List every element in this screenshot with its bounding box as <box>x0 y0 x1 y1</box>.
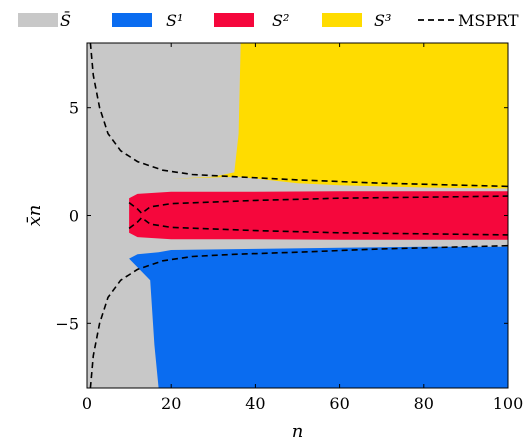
legend-label: S̄ <box>60 9 71 30</box>
legend-label: MSPRT <box>458 11 519 30</box>
legend-label: S¹ <box>166 11 183 30</box>
y-tick-label: 5 <box>69 99 79 118</box>
legend-swatch <box>214 13 254 27</box>
legend-label: S³ <box>374 11 391 30</box>
legend-swatch <box>18 13 58 27</box>
region-s2 <box>129 191 508 240</box>
x-tick-label: 0 <box>82 394 92 413</box>
legend-swatch <box>112 13 152 27</box>
x-tick-label: 20 <box>161 394 181 413</box>
x-tick-label: 100 <box>493 394 524 413</box>
y-tick-label: −5 <box>55 314 79 333</box>
region-s3 <box>171 43 508 189</box>
msprt-inner-lower-curve <box>128 216 509 236</box>
x-tick-label: 60 <box>329 394 349 413</box>
axis-ticks: 0 20 40 60 80 100 −5 0 5 <box>55 43 523 413</box>
x-tick-label: 80 <box>414 394 434 413</box>
legend-label: S² <box>272 11 289 30</box>
msprt-inner-upper-curve <box>128 195 509 215</box>
region-s1 <box>129 246 508 388</box>
decision-regions <box>87 43 508 388</box>
legend-swatch <box>322 13 362 27</box>
y-axis-label: x̄n <box>24 205 45 227</box>
msprt-boundaries <box>89 42 509 389</box>
legend: S̄ S¹ S² S³ MSPRT <box>18 9 519 30</box>
y-tick-label: 0 <box>69 207 79 226</box>
x-axis-label: n <box>292 421 304 442</box>
x-tick-label: 40 <box>245 394 265 413</box>
